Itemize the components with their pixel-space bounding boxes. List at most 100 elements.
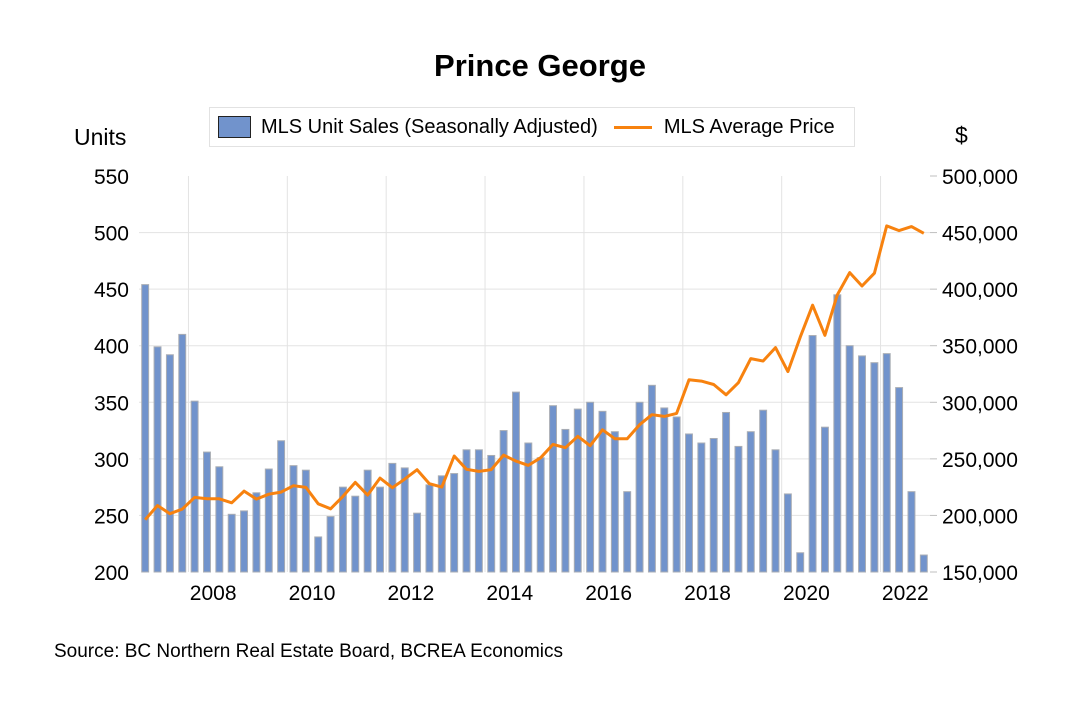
right-tick-label: 400,000 bbox=[942, 279, 1018, 302]
legend-item-unit-sales: MLS Unit Sales (Seasonally Adjusted) bbox=[210, 116, 598, 139]
unit-sales-bar bbox=[858, 355, 866, 573]
x-tick-label: 2010 bbox=[289, 582, 336, 605]
unit-sales-bar bbox=[895, 387, 904, 573]
unit-sales-bar bbox=[413, 512, 422, 573]
left-tick-label: 300 bbox=[94, 449, 129, 472]
right-tick-label: 450,000 bbox=[942, 223, 1018, 246]
unit-sales-bar bbox=[672, 416, 681, 573]
x-tick-label: 2008 bbox=[190, 582, 237, 605]
unit-sales-bar bbox=[610, 431, 619, 573]
unit-sales-bar bbox=[598, 410, 607, 573]
unit-sales-bar bbox=[524, 442, 533, 573]
right-tick-label: 150,000 bbox=[942, 562, 1018, 585]
right-tick-label: 300,000 bbox=[942, 392, 1018, 415]
right-tick-label: 500,000 bbox=[942, 166, 1018, 189]
legend-bar-swatch bbox=[218, 116, 251, 138]
unit-sales-bar bbox=[338, 486, 347, 573]
source-note: Source: BC Northern Real Estate Board, B… bbox=[54, 641, 564, 662]
unit-sales-bar bbox=[450, 473, 459, 573]
unit-sales-bar bbox=[833, 294, 842, 573]
unit-sales-bar bbox=[919, 554, 928, 573]
unit-sales-bar bbox=[796, 552, 805, 573]
unit-sales-bar bbox=[240, 510, 249, 573]
unit-sales-bar bbox=[549, 405, 557, 573]
unit-sales-bar bbox=[907, 491, 916, 573]
unit-sales-bar bbox=[647, 384, 656, 573]
average-price-series-line bbox=[144, 224, 925, 521]
x-tick-label: 2018 bbox=[684, 582, 731, 605]
unit-sales-bar bbox=[215, 466, 224, 573]
left-tick-label: 250 bbox=[94, 505, 129, 528]
average-price-line bbox=[144, 224, 925, 521]
unit-sales-bar bbox=[264, 468, 273, 573]
unit-sales-bar bbox=[203, 451, 211, 573]
unit-sales-bar bbox=[573, 408, 582, 573]
x-tick-label: 2016 bbox=[585, 582, 632, 605]
unit-sales-bar bbox=[326, 516, 335, 573]
unit-sales-bar bbox=[499, 430, 508, 573]
legend-item-average-price: MLS Average Price bbox=[598, 116, 835, 139]
unit-sales-bar bbox=[882, 353, 891, 573]
unit-sales-bar bbox=[437, 475, 446, 573]
left-axis-title: Units bbox=[74, 124, 127, 150]
legend-label-unit-sales: MLS Unit Sales (Seasonally Adjusted) bbox=[261, 115, 598, 138]
legend-line-swatch bbox=[613, 125, 652, 129]
x-tick-label: 2022 bbox=[882, 582, 929, 605]
right-axis-title: $ bbox=[955, 122, 968, 148]
left-tick-label: 550 bbox=[94, 166, 129, 189]
unit-sales-bar bbox=[388, 462, 397, 573]
unit-sales-bar bbox=[141, 284, 150, 573]
unit-sales-bar bbox=[759, 409, 768, 573]
left-tick-label: 500 bbox=[94, 223, 129, 246]
unit-sales-bar bbox=[252, 492, 261, 573]
unit-sales-bar bbox=[462, 449, 471, 573]
unit-sales-bar bbox=[227, 513, 236, 573]
unit-sales-bar bbox=[623, 491, 632, 573]
unit-sales-bar bbox=[487, 454, 496, 573]
unit-sales-bar bbox=[783, 493, 792, 573]
unit-sales-bar bbox=[301, 469, 310, 573]
unit-sales-bar bbox=[400, 467, 409, 573]
gridlines bbox=[139, 176, 930, 572]
unit-sales-bar bbox=[870, 362, 879, 573]
unit-sales-bar bbox=[697, 442, 706, 573]
unit-sales-bar bbox=[722, 411, 731, 573]
unit-sales-bar bbox=[178, 333, 187, 573]
unit-sales-bar bbox=[845, 345, 854, 573]
left-tick-label: 450 bbox=[94, 279, 129, 302]
unit-sales-bar bbox=[561, 428, 570, 573]
right-tick-label: 350,000 bbox=[942, 336, 1018, 359]
unit-sales-bar bbox=[277, 440, 286, 573]
unit-sales-bar bbox=[536, 457, 545, 573]
legend-label-average-price: MLS Average Price bbox=[663, 115, 835, 138]
unit-sales-bar bbox=[314, 536, 323, 573]
left-tick-label: 400 bbox=[94, 336, 129, 359]
unit-sales-bar bbox=[635, 401, 644, 573]
unit-sales-bar bbox=[474, 449, 483, 573]
chart-title: Prince George bbox=[434, 48, 646, 83]
unit-sales-bar bbox=[153, 346, 162, 573]
unit-sales-bar bbox=[363, 469, 372, 573]
unit-sales-bar bbox=[512, 391, 520, 573]
right-tick-label: 250,000 bbox=[942, 449, 1018, 472]
right-tick-label: 200,000 bbox=[942, 505, 1018, 528]
unit-sales-bar bbox=[820, 426, 829, 573]
x-tick-label: 2020 bbox=[783, 582, 830, 605]
unit-sales-bars bbox=[141, 284, 928, 573]
unit-sales-bar bbox=[808, 335, 817, 573]
x-tick-label: 2012 bbox=[388, 582, 435, 605]
legend: MLS Unit Sales (Seasonally Adjusted) MLS… bbox=[209, 107, 855, 147]
x-tick-label: 2014 bbox=[486, 582, 533, 605]
unit-sales-bar bbox=[376, 486, 384, 573]
unit-sales-bar bbox=[351, 495, 360, 573]
unit-sales-bar bbox=[289, 465, 298, 573]
unit-sales-bar bbox=[734, 445, 743, 573]
unit-sales-bar bbox=[685, 433, 693, 573]
unit-sales-bar bbox=[746, 431, 755, 573]
unit-sales-bar bbox=[660, 407, 669, 573]
left-tick-label: 350 bbox=[94, 392, 129, 415]
left-tick-label: 200 bbox=[94, 562, 129, 585]
unit-sales-bar bbox=[425, 484, 434, 573]
unit-sales-bar bbox=[165, 354, 174, 573]
